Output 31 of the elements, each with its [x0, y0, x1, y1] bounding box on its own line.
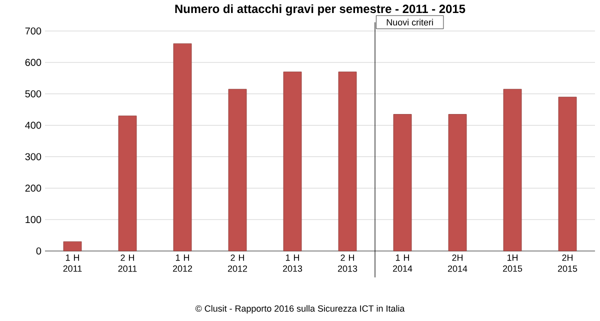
ref-line-label: Nuovi criteri [386, 18, 433, 26]
y-tick-label: 300 [25, 153, 42, 160]
x-tick-label: 2 H 2013 [338, 254, 358, 272]
bar [448, 114, 467, 252]
x-tick-label: 1 H 2012 [172, 254, 192, 272]
x-tick-label: 1 H 2014 [392, 254, 412, 272]
bar [173, 43, 192, 252]
chart-title: Numero di attacchi gravi per semestre - 2011 - 2015 [175, 4, 466, 16]
y-tick-label: 200 [25, 184, 42, 192]
x-tick-label: 2 H 2011 [118, 254, 137, 272]
x-tick-label: 2H 2015 [558, 254, 578, 272]
x-tick-label: 1 H 2013 [282, 254, 302, 272]
y-tick-label: 100 [26, 216, 42, 224]
bar [283, 72, 302, 252]
y-tick-label: 0 [36, 247, 42, 255]
y-tick-label: 600 [25, 58, 42, 66]
bar [63, 241, 82, 252]
y-tick-label: 400 [25, 122, 42, 129]
bar [228, 88, 247, 252]
bar [118, 116, 137, 252]
bar [503, 88, 522, 252]
y-tick-label: 700 [25, 27, 42, 35]
x-tick-label: 2H 2014 [448, 254, 468, 272]
x-tick-label: 2 H 2012 [228, 254, 248, 272]
text: © Clusit - Rapporto 2016 sulla Sicurezza ICT in Italia [195, 305, 405, 314]
x-tick-label: 1H 2015 [502, 254, 522, 272]
y-tick-label: 500 [25, 90, 42, 98]
bar [338, 72, 357, 252]
x-tick-label: 1 H 2011 [63, 254, 82, 272]
bar [558, 96, 577, 252]
bar [393, 114, 412, 252]
